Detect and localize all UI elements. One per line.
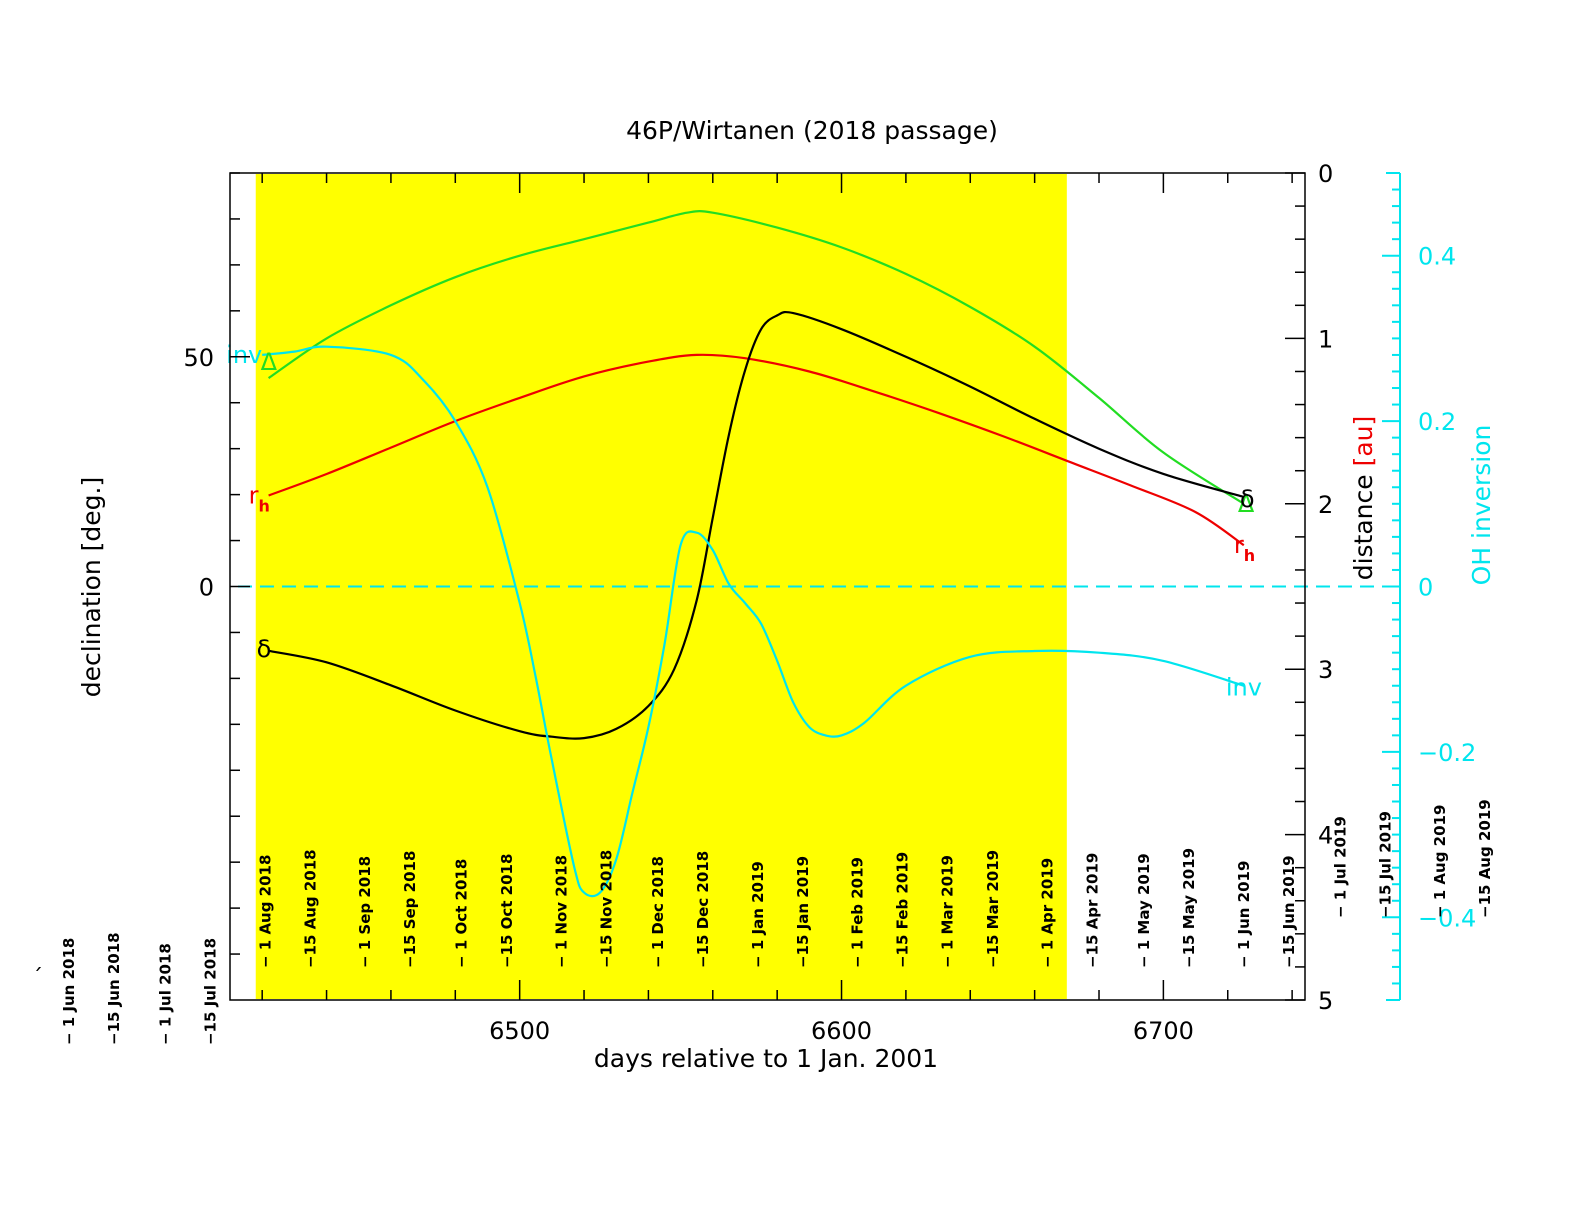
- y-axis-label-far-right: OH inversion: [1467, 425, 1496, 586]
- y-axis-label-left: declination [deg.]: [77, 477, 106, 697]
- date-tick-label: −15 Jul 2019: [1377, 811, 1395, 918]
- date-ticks: − 1 Jun 2018 −15 Jun 2018 − 1 Jul 2018 −15 …: [60, 799, 1494, 1045]
- right-axis-ticks: 0 1 2 3 4 5: [1285, 160, 1333, 1015]
- date-tick-label: − 1 Jun 2019: [1235, 861, 1253, 968]
- date-tick-label: −15 Nov 2018: [598, 850, 616, 968]
- date-tick-label: −15 Jun 2019: [1280, 855, 1298, 968]
- series-label-text: δ: [1240, 485, 1255, 513]
- date-tick-label: −15 Jun 2018: [105, 932, 123, 1045]
- date-tick-label: − 1 Dec 2018: [649, 856, 667, 968]
- series-label-start: δ: [257, 635, 272, 663]
- date-tick-label: − 1 Apr 2019: [1039, 858, 1057, 968]
- series-label-text: Δ: [1238, 490, 1255, 518]
- x-tick-label: 6500: [489, 1017, 550, 1045]
- date-tick-label: − 1 Jul 2019: [1331, 816, 1349, 918]
- date-tick-label: − 1 Aug 2019: [1431, 805, 1449, 918]
- date-tick-label: −15 Jul 2018: [202, 938, 220, 1045]
- series-label-start: Δ: [261, 348, 278, 376]
- date-tick-label: −15 Apr 2019: [1084, 853, 1102, 968]
- series-label-end: inv: [1226, 674, 1262, 702]
- left-tick-label: 50: [183, 344, 214, 372]
- x-axis-label: days relative to 1 Jan. 2001: [594, 1044, 938, 1073]
- date-tick-label: − 1 Jul 2018: [157, 943, 175, 1045]
- series-label-end: Δ: [1238, 490, 1255, 518]
- series-label-text: r: [249, 482, 259, 510]
- right-tick-label: 5: [1318, 987, 1333, 1015]
- date-tick-label: − 1 Jun 2018: [60, 938, 78, 1045]
- left-tick-label: 0: [199, 574, 214, 602]
- right-tick-label: 0: [1318, 160, 1333, 188]
- series-label-end: rh: [1234, 531, 1255, 565]
- x-axis-ticks: 6500 6600 6700: [261, 173, 1293, 1045]
- oh-axis-tick-label: 0.2: [1418, 408, 1456, 436]
- oh-inversion-axis: −0.4 −0.2 0 0.2 0.4: [1382, 172, 1476, 1001]
- date-tick-label: −15 Mar 2019: [984, 850, 1002, 968]
- curves: [262, 210, 1245, 898]
- stray-mark: ´: [32, 966, 43, 991]
- series-label-start: rh: [249, 482, 270, 516]
- series-line-declination: [268, 311, 1245, 740]
- date-tick-label: − 1 Oct 2018: [453, 859, 471, 968]
- series-line-inv: [262, 345, 1245, 898]
- date-tick-label: −15 Jan 2019: [794, 856, 812, 968]
- date-tick-label: −15 Aug 2018: [302, 849, 320, 968]
- x-tick-label: 6700: [1133, 1017, 1194, 1045]
- y-axis-label-right-prefix: distance: [1349, 466, 1378, 580]
- date-tick-label: − 1 Sep 2018: [356, 856, 374, 968]
- left-axis-ticks: 0 50: [183, 172, 250, 955]
- date-tick-label: −15 Dec 2018: [694, 851, 712, 968]
- y-axis-label-right-unit: [au]: [1349, 416, 1378, 467]
- series-label-text: inv: [1226, 674, 1262, 702]
- oh-axis-tick-label: 0: [1418, 574, 1433, 602]
- series-label-subscript: h: [258, 497, 269, 516]
- series-line-delta-distance: [267, 210, 1245, 505]
- series-line-rh: [268, 353, 1245, 547]
- date-tick-label: − 1 Feb 2019: [849, 857, 867, 968]
- right-tick-label: 1: [1318, 325, 1333, 353]
- date-tick-label: −15 Oct 2018: [498, 854, 516, 968]
- series-label-subscript: h: [1244, 546, 1255, 565]
- y-axis-label-right: distance [au]: [1349, 416, 1378, 581]
- right-tick-label: 4: [1318, 822, 1333, 850]
- oh-axis-tick-label: −0.4: [1418, 904, 1476, 932]
- right-tick-label: 3: [1318, 656, 1333, 684]
- date-tick-label: − 1 Mar 2019: [939, 855, 957, 968]
- series-label-end: δ: [1240, 485, 1255, 513]
- series-label-text: inv: [226, 341, 262, 369]
- x-tick-label: 6600: [811, 1017, 872, 1045]
- series-label-text: δ: [257, 635, 272, 663]
- date-tick-label: −15 Aug 2019: [1476, 799, 1494, 918]
- oh-axis-tick-label: −0.2: [1418, 739, 1476, 767]
- oh-axis-tick-label: 0.4: [1418, 243, 1456, 271]
- date-tick-label: − 1 Aug 2018: [256, 855, 274, 968]
- date-tick-label: − 1 Nov 2018: [553, 855, 571, 968]
- date-tick-label: − 1 Jan 2019: [749, 861, 767, 968]
- series-label-start: inv: [226, 341, 262, 369]
- right-tick-label: 2: [1318, 491, 1333, 519]
- date-tick-label: −15 May 2019: [1180, 848, 1198, 968]
- date-tick-label: −15 Sep 2018: [401, 851, 419, 968]
- date-tick-label: − 1 May 2019: [1135, 853, 1153, 968]
- series-label-text: Δ: [261, 348, 278, 376]
- chart-title: 46P/Wirtanen (2018 passage): [626, 116, 998, 145]
- series-label-text: r: [1234, 531, 1244, 559]
- date-tick-label: −15 Feb 2019: [894, 852, 912, 968]
